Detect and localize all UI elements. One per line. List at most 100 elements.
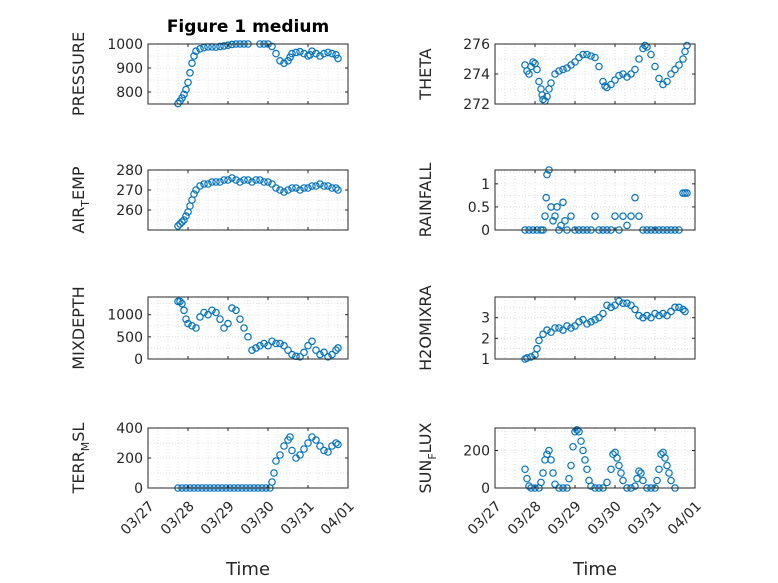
- y-tick-label: 200: [463, 444, 490, 460]
- data-point: [176, 220, 184, 228]
- data-point: [671, 65, 679, 74]
- data-point: [579, 446, 587, 455]
- data-point: [555, 67, 563, 75]
- y-tick-label: 280: [116, 163, 143, 179]
- data-point: [577, 437, 585, 445]
- data-point: [316, 350, 324, 359]
- data-point: [180, 90, 188, 99]
- data-point: [272, 184, 280, 192]
- data-point: [655, 311, 663, 320]
- data-point: [288, 350, 296, 359]
- data-point: [276, 339, 284, 348]
- panel-mixdepth: 0 500 1000 MIXDEPTH: [69, 286, 349, 370]
- data-point: [334, 54, 342, 63]
- data-point: [192, 186, 200, 194]
- data-point: [631, 65, 639, 74]
- data-point: [681, 307, 689, 316]
- data-point: [320, 182, 328, 190]
- data-point: [334, 344, 342, 352]
- data-point: [675, 61, 683, 69]
- panel-terr_msl: 0 200 400 03/27 03/28 03/29 03/30 03/31 04/01 Tim…: [69, 421, 358, 580]
- data-point: [304, 341, 312, 350]
- data-point: [539, 330, 547, 339]
- x-tick-label: 03/29: [198, 498, 238, 538]
- data-point: [619, 299, 627, 308]
- data-point: [252, 344, 260, 352]
- data-point: [296, 451, 304, 459]
- data-point: [180, 216, 188, 224]
- data-point: [192, 324, 200, 332]
- data-point: [196, 182, 204, 190]
- data-point: [236, 315, 244, 323]
- data-point: [182, 315, 190, 323]
- data-point: [611, 76, 619, 84]
- data-point: [332, 346, 340, 354]
- data-point: [667, 476, 675, 485]
- data-point: [635, 212, 643, 220]
- data-point: [587, 52, 595, 60]
- data-point: [312, 49, 320, 58]
- y-tick-label: 1: [481, 177, 490, 193]
- data-point: [583, 50, 591, 59]
- data-point: [268, 42, 276, 51]
- data-point: [543, 450, 551, 459]
- data-point: [591, 53, 599, 62]
- data-point: [569, 442, 577, 451]
- data-point: [296, 47, 304, 56]
- data-point: [264, 341, 272, 350]
- data-point: [300, 445, 308, 453]
- data-point: [627, 70, 635, 78]
- data-point: [615, 71, 623, 80]
- y-tick-label: 0: [481, 223, 490, 239]
- y-tick-label: 1000: [107, 37, 143, 53]
- data-point: [184, 319, 192, 328]
- data-point: [665, 469, 673, 477]
- data-point: [328, 49, 336, 58]
- x-axis-label: Time: [225, 559, 270, 580]
- panel-pressure: 800 900 1000 PRESSURE Figure 1 medium: [69, 17, 349, 116]
- data-point: [627, 301, 635, 310]
- x-tick-label: 03/31: [278, 498, 318, 538]
- x-tick-label: 03/27: [118, 498, 158, 538]
- data-point: [535, 336, 543, 345]
- data-point: [675, 303, 683, 312]
- data-point: [220, 42, 228, 50]
- data-point: [272, 339, 280, 348]
- data-point: [641, 41, 649, 50]
- data-point: [567, 461, 575, 470]
- data-point: [260, 178, 268, 186]
- y-tick-label: 800: [116, 85, 143, 101]
- data-point: [196, 313, 204, 321]
- data-point: [320, 446, 328, 455]
- x-tick-label: 03/30: [238, 498, 278, 538]
- y-tick-label: 260: [116, 203, 143, 219]
- data-point: [268, 180, 276, 188]
- data-point: [627, 212, 635, 220]
- data-point: [240, 176, 248, 184]
- data-point: [661, 454, 669, 462]
- data-point: [547, 79, 555, 87]
- data-point: [591, 315, 599, 324]
- axis-box: [494, 427, 696, 489]
- data-point: [523, 354, 531, 362]
- data-point: [248, 346, 256, 354]
- data-point: [244, 333, 252, 341]
- y-axis-label: H2OMIXRA: [416, 285, 435, 371]
- data-point: [607, 465, 615, 474]
- y-tick-label: 900: [116, 61, 143, 77]
- data-point: [591, 212, 599, 220]
- data-point: [551, 480, 559, 489]
- y-tick-label: 400: [116, 421, 143, 437]
- data-point: [308, 47, 316, 56]
- x-tick-label: 03/31: [625, 498, 665, 538]
- data-point: [579, 315, 587, 324]
- data-point: [559, 65, 567, 74]
- data-point: [334, 186, 342, 194]
- y-tick-label: 1: [481, 352, 490, 368]
- data-point: [647, 313, 655, 322]
- data-point: [651, 62, 659, 71]
- data-point: [623, 299, 631, 308]
- y-tick-label: 0.5: [468, 200, 490, 216]
- x-axis-label: Time: [572, 559, 617, 580]
- data-point: [304, 184, 312, 192]
